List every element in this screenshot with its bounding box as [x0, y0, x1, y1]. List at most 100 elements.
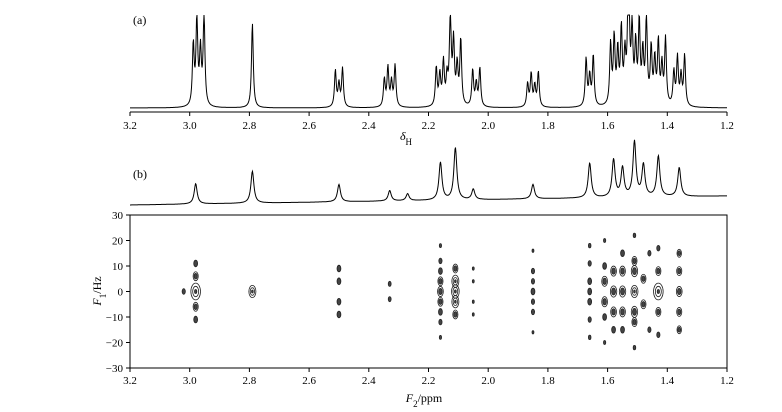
contour-peak: [619, 306, 626, 318]
axis-a-tick-label: 1.8: [541, 120, 555, 132]
contour-peak: [454, 299, 457, 304]
contour-peak: [676, 325, 682, 335]
contour-peak: [387, 296, 392, 303]
spectrum-b-trace: [130, 139, 727, 206]
contour-peak: [454, 289, 457, 294]
contour-peak: [181, 288, 186, 295]
axis-b-y-tick-label: −30: [106, 363, 124, 375]
contour-peak: [471, 312, 475, 317]
contour-peak: [530, 278, 535, 285]
contour-peak: [611, 308, 616, 316]
axis-b-y-tick-label: −20: [106, 338, 124, 350]
axis-b-y-tick-label: 0: [118, 287, 124, 299]
plot-2d-frame: [129, 214, 728, 369]
contour-peak: [676, 266, 683, 276]
contour-peak: [677, 267, 682, 275]
axis-b-x-tick-label: 2.0: [481, 375, 495, 387]
contour-peak: [438, 318, 443, 326]
contour-peak: [452, 309, 459, 320]
contour-peak: [630, 284, 639, 299]
contour-peak: [601, 296, 608, 308]
axis-b-x-tick-label: 2.2: [422, 375, 436, 387]
contour-peak: [656, 308, 661, 316]
contour-peak: [632, 232, 637, 239]
contour-peak: [632, 318, 637, 326]
contour-peak: [632, 267, 637, 275]
contour-peak: [587, 260, 592, 267]
axis-b-x-tick-label: 1.2: [720, 375, 734, 387]
contour-peak: [603, 340, 607, 345]
axis-a-tick-label: 2.6: [302, 120, 316, 132]
contour-peak: [193, 303, 198, 310]
contour-peak: [675, 286, 683, 297]
contour-peak: [647, 326, 652, 333]
contour-peak: [588, 242, 592, 249]
axis-b-x-tick-label: 2.8: [243, 375, 257, 387]
contour-peak: [641, 301, 646, 308]
contour-peak: [610, 306, 617, 318]
contour-peak: [451, 295, 460, 309]
contour-peak: [610, 265, 617, 277]
contour-peak: [653, 282, 664, 301]
axis-b-x-tick-label: 1.6: [601, 375, 615, 387]
contour-peak: [654, 285, 662, 298]
axis-a-tick-label: 3.2: [123, 120, 137, 132]
contour-peak: [618, 285, 627, 298]
contour-peak: [640, 273, 647, 284]
axis-b-y-label: F1/Hz: [90, 276, 108, 306]
contour-peak: [631, 317, 638, 327]
contour-peak: [587, 277, 593, 286]
contour-peak: [620, 249, 625, 258]
contour-peak: [454, 279, 457, 284]
contour-peak: [620, 308, 625, 316]
contour-peak: [248, 284, 257, 299]
contour-peak: [656, 267, 661, 275]
contour-peak: [656, 289, 660, 294]
contour-peak: [602, 262, 607, 270]
axis-b-y-tick-label: 10: [112, 261, 124, 273]
contour-peak: [587, 297, 593, 306]
contour-peak: [632, 257, 637, 265]
contour-peak: [192, 301, 199, 312]
contour-peak: [530, 267, 535, 275]
contour-peak: [530, 308, 535, 316]
contour-peak: [611, 267, 616, 275]
axis-a-ticks: 3.2 3.0 2.8 2.6 2.4 2.2 2.0 1.8 1.6 1.4 1.2: [123, 112, 734, 132]
axis-b-x-ticks: 3.2 3.0 2.8 2.6 2.4 2.2 2.0 1.8 1.6 1.4 1.2: [123, 368, 734, 387]
contour-peak: [632, 308, 637, 316]
axis-a-tick-label: 1.6: [601, 120, 615, 132]
axis-b-x-label: F2/ppm: [405, 391, 443, 409]
spectrum-a-trace: [130, 14, 727, 109]
contour-peak: [620, 267, 625, 275]
contour-peak: [438, 278, 443, 285]
contour-peak: [633, 289, 636, 294]
axis-b-y-tick-label: 30: [112, 210, 124, 222]
contour-peak: [677, 250, 682, 257]
contour-peak: [438, 287, 443, 296]
contour-peak: [656, 244, 661, 252]
contour-peak: [602, 277, 607, 285]
contour-peak: [193, 315, 198, 324]
contour-peak: [194, 289, 198, 294]
contour-peak: [437, 276, 444, 287]
axis-a-label: δH: [400, 129, 413, 147]
contour-peak: [437, 296, 444, 307]
contour-peak: [438, 243, 442, 248]
contour-peak: [611, 287, 616, 296]
contour-peak: [452, 263, 459, 274]
axis-a-tick-label: 3.0: [183, 120, 197, 132]
contour-peak: [676, 248, 682, 258]
contour-peak: [656, 331, 661, 339]
contour-peak: [437, 286, 444, 297]
contour-peak: [193, 273, 198, 280]
contour-peak: [619, 265, 626, 277]
contour-peak: [530, 298, 535, 305]
contour-map: [181, 232, 683, 351]
contour-peak: [602, 313, 607, 321]
contour-peak: [249, 287, 255, 296]
spectrum-a: [130, 14, 727, 109]
contour-peak: [192, 271, 199, 282]
contour-peak: [453, 265, 458, 272]
contour-peak: [452, 297, 458, 306]
